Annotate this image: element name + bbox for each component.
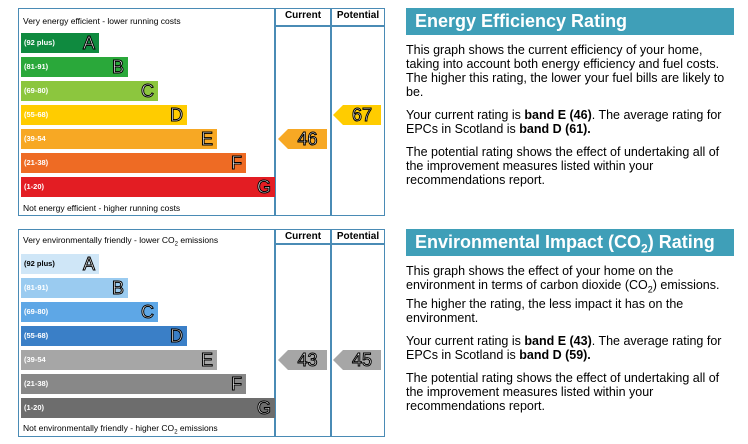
band-range-label: (81-91): [24, 62, 49, 71]
environmental-impact-chart: Current Potential Very environmentally f…: [18, 229, 385, 437]
band-letter: C: [141, 81, 155, 102]
band-bar-c: (69-80) C: [21, 81, 158, 102]
band-range-label: (69-80): [24, 307, 49, 316]
band-letter: A: [82, 254, 95, 275]
header-underline: [274, 243, 384, 245]
rating-value: 67: [351, 105, 373, 126]
band-range-label: (55-68): [24, 331, 49, 340]
band-bar-a: (92 plus) A: [21, 254, 99, 275]
band-letter: F: [231, 374, 243, 395]
band-bar-f: (21-38) F: [21, 153, 246, 174]
divider: [330, 9, 332, 215]
panel-title: Environmental Impact (CO2) Rating: [406, 229, 734, 256]
potential-column-header: Potential: [336, 231, 380, 242]
band-letter: D: [170, 105, 184, 126]
band-range-label: (21-38): [24, 379, 49, 388]
current-rating-arrow: 43: [278, 350, 327, 371]
band-letter: A: [82, 33, 95, 54]
band-letter: B: [111, 57, 124, 78]
bottom-caption: Not energy efficient - higher running co…: [23, 203, 181, 213]
top-caption: Very energy efficient - lower running co…: [23, 16, 181, 26]
panel-paragraph: This graph shows the effect of your home…: [406, 264, 720, 325]
band-letter: G: [256, 398, 271, 419]
band-letter: E: [200, 350, 213, 371]
band-letter: D: [170, 326, 184, 347]
potential-rating-arrow: 45: [333, 350, 381, 371]
band-bar-a: (92 plus) A: [21, 33, 99, 54]
current-column-header: Current: [284, 10, 322, 21]
band-letter: F: [231, 153, 243, 174]
panel-paragraph: The potential rating shows the effect of…: [406, 145, 720, 187]
rating-value: 45: [351, 350, 373, 371]
panel-paragraph: This graph shows the current efficiency …: [406, 43, 725, 99]
band-bar-e: (39-54 E: [21, 350, 217, 371]
band-bar-d: (55-68) D: [21, 105, 187, 126]
current-column-header: Current: [284, 231, 322, 242]
band-range-label: (1-20): [24, 403, 45, 412]
band-letter: G: [256, 177, 271, 198]
band-bar-c: (69-80) C: [21, 302, 158, 323]
current-rating-text: Your current rating is band E (43). The …: [406, 333, 722, 362]
band-bar-b: (81-91) B: [21, 57, 128, 78]
band-range-label: (39-54: [24, 134, 46, 143]
bottom-caption: Not environmentally friendly - higher CO…: [23, 423, 218, 436]
band-bar-d: (55-68) D: [21, 326, 187, 347]
band-range-label: (81-91): [24, 283, 49, 292]
potential-column-header: Potential: [336, 10, 380, 21]
band-letter: C: [141, 302, 155, 323]
band-range-label: (92 plus): [24, 38, 55, 47]
top-caption: Very environmentally friendly - lower CO…: [23, 235, 219, 248]
current-rating-text: Your current rating is band E (46). The …: [406, 108, 722, 136]
panel-paragraph: The potential rating shows the effect of…: [406, 370, 720, 413]
divider: [330, 230, 332, 436]
header-underline: [274, 25, 384, 27]
current-rating-arrow: 46: [278, 129, 327, 150]
band-range-label: (1-20): [24, 182, 45, 191]
band-range-label: (21-38): [24, 158, 49, 167]
band-letter: E: [200, 129, 213, 150]
energy-efficiency-panel: Energy Efficiency Rating This graph show…: [406, 8, 734, 187]
band-bar-g: (1-20) G: [21, 177, 275, 198]
rating-value: 46: [297, 129, 318, 150]
potential-rating-arrow: 67: [333, 105, 381, 126]
band-range-label: (69-80): [24, 86, 49, 95]
environmental-impact-panel: Environmental Impact (CO2) Rating This g…: [406, 229, 734, 413]
band-range-label: (55-68): [24, 110, 49, 119]
rating-value: 43: [297, 350, 318, 371]
band-bar-e: (39-54 E: [21, 129, 217, 150]
band-bar-g: (1-20) G: [21, 398, 275, 419]
band-bar-b: (81-91) B: [21, 278, 128, 299]
panel-title: Energy Efficiency Rating: [406, 8, 734, 35]
band-bar-f: (21-38) F: [21, 374, 246, 395]
energy-efficiency-chart: Current Potential Very energy efficient …: [18, 8, 385, 216]
divider: [274, 9, 276, 215]
band-range-label: (92 plus): [24, 259, 55, 268]
divider: [274, 230, 276, 436]
band-range-label: (39-54: [24, 355, 46, 364]
band-letter: B: [111, 278, 124, 299]
